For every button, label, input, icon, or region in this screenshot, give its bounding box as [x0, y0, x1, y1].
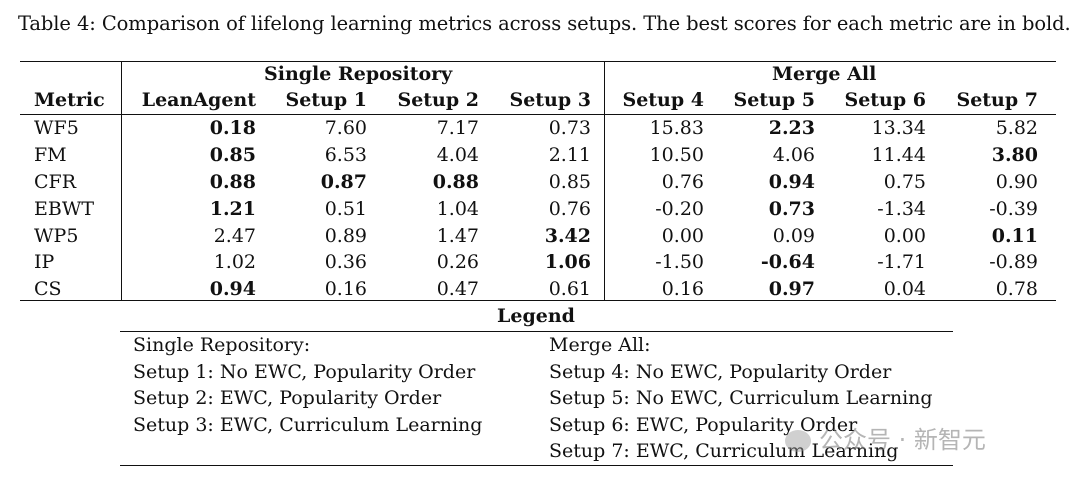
group-header-merge-all: Merge All: [772, 63, 877, 85]
table-cell: -1.71: [877, 251, 926, 273]
table-cell: 4.06: [772, 144, 815, 166]
table-cell: 0.73: [548, 117, 591, 139]
column-header-leanagent: LeanAgent: [141, 89, 256, 111]
table-cell: 7.60: [324, 117, 367, 139]
legend-top-rule: [120, 331, 953, 332]
table-cell: 2.47: [213, 225, 256, 247]
column-header-setup-1: Setup 1: [285, 89, 367, 111]
table-cell: 1.02: [213, 251, 256, 273]
table-bottom-rule: [20, 300, 1056, 301]
legend-item: Setup 6: EWC, Popularity Order: [549, 413, 858, 436]
table-cell: 0.97: [768, 278, 815, 300]
table-cell: 0.36: [324, 251, 367, 273]
column-header-setup-3: Setup 3: [509, 89, 591, 111]
table-cell: 5.82: [995, 117, 1038, 139]
table-cell: -0.64: [760, 251, 815, 273]
column-header-setup-5: Setup 5: [733, 89, 815, 111]
table-cell: 0.94: [209, 278, 256, 300]
legend-item: Setup 5: No EWC, Curriculum Learning: [549, 387, 933, 409]
legend-item: Setup 3: EWC, Curriculum Learning: [133, 413, 483, 436]
wechat-icon: [785, 430, 811, 452]
table-cell: 3.80: [991, 144, 1038, 166]
watermark-text: 公众号 · 新智元: [819, 426, 986, 454]
table-caption: Table 4: Comparison of lifelong learning…: [18, 12, 1071, 35]
table-cell: -0.39: [989, 198, 1038, 220]
group-header-single-repository: Single Repository: [264, 63, 453, 85]
legend-item: Single Repository:: [133, 334, 311, 356]
table-cell: 0.61: [548, 278, 591, 300]
table-cell: 2.11: [548, 144, 591, 166]
metric-label: CFR: [34, 171, 77, 193]
metric-column-divider: [121, 61, 122, 301]
table-cell: 3.42: [544, 225, 591, 247]
table-cell: 0.11: [991, 225, 1038, 247]
legend-title: Legend: [497, 305, 575, 327]
legend-item: Setup 1: No EWC, Popularity Order: [133, 360, 476, 383]
table-cell: 0.26: [436, 251, 479, 273]
table-cell: 0.90: [995, 171, 1038, 193]
column-header-metric: Metric: [34, 89, 105, 111]
table-cell: 11.44: [871, 144, 926, 166]
table-cell: 7.17: [436, 117, 479, 139]
table-cell: 0.76: [661, 171, 704, 193]
table-cell: 0.88: [432, 171, 479, 193]
table-cell: 0.85: [209, 144, 256, 166]
watermark: 公众号 · 新智元: [785, 420, 986, 455]
table-cell: 1.47: [436, 225, 479, 247]
table-cell: -1.50: [655, 251, 704, 273]
table-cell: 0.00: [661, 225, 704, 247]
column-header-setup-2: Setup 2: [397, 89, 479, 111]
metric-label: WP5: [34, 225, 79, 247]
metric-label: CS: [34, 278, 62, 300]
table-cell: 0.16: [324, 278, 367, 300]
table-header-rule: [20, 114, 1056, 115]
table-cell: 0.18: [209, 117, 256, 139]
legend-item: Merge All:: [549, 334, 651, 356]
column-header-setup-7: Setup 7: [956, 89, 1038, 111]
table-cell: 10.50: [649, 144, 704, 166]
table-cell: 13.34: [871, 117, 926, 139]
table-cell: 0.85: [548, 171, 591, 193]
table-cell: 0.89: [324, 225, 367, 247]
table-cell: 0.78: [995, 278, 1038, 300]
legend-item: Setup 7: EWC, Curriculum Learning: [549, 440, 899, 462]
table-cell: 0.88: [209, 171, 256, 193]
table-cell: 1.04: [436, 198, 479, 220]
table-cell: 0.04: [883, 278, 926, 300]
table-cell: 0.47: [436, 278, 479, 300]
metric-label: FM: [34, 144, 67, 166]
table-cell: 1.21: [209, 198, 256, 220]
legend-item: Setup 2: EWC, Popularity Order: [133, 387, 442, 409]
table-cell: 0.51: [324, 198, 367, 220]
table-cell: -0.89: [989, 251, 1038, 273]
column-header-setup-6: Setup 6: [844, 89, 926, 111]
table-cell: 2.23: [768, 117, 815, 139]
table-cell: 0.94: [768, 171, 815, 193]
table-cell: -1.34: [877, 198, 926, 220]
table-cell: 0.76: [548, 198, 591, 220]
metric-label: EBWT: [34, 198, 95, 220]
table-top-rule: [20, 61, 1056, 62]
table-cell: 0.87: [320, 171, 367, 193]
metric-label: WF5: [34, 117, 79, 139]
table-cell: 0.16: [661, 278, 704, 300]
table-cell: 0.09: [772, 225, 815, 247]
table-cell: 1.06: [544, 251, 591, 273]
table-cell: 0.75: [883, 171, 926, 193]
table-cell: 4.04: [436, 144, 479, 166]
group-divider: [604, 61, 605, 301]
metric-label: IP: [34, 251, 55, 273]
table-cell: 6.53: [324, 144, 367, 166]
legend-item: Setup 4: No EWC, Popularity Order: [549, 360, 892, 383]
column-header-setup-4: Setup 4: [622, 89, 704, 111]
table-cell: 15.83: [649, 117, 704, 139]
table-cell: 0.00: [883, 225, 926, 247]
legend-bottom-rule: [120, 465, 953, 466]
table-cell: 0.73: [768, 198, 815, 220]
table-cell: -0.20: [655, 198, 704, 220]
